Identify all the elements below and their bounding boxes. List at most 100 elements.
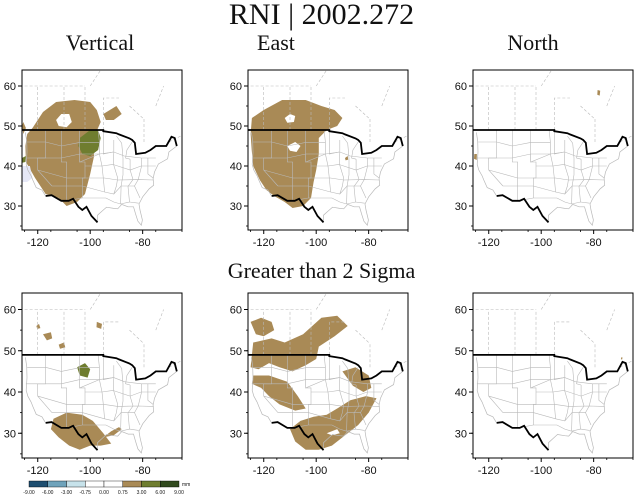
y-tick-label: 50: [230, 346, 242, 358]
state-boundary: [60, 354, 67, 428]
x-tick-label: -100: [305, 465, 327, 477]
state-boundary: [323, 129, 331, 193]
y-tick-label: 30: [230, 201, 242, 213]
province-boundary: [580, 105, 594, 119]
anomaly-region: [78, 130, 101, 156]
province-boundary: [328, 97, 345, 130]
map-panel-north: -120 -100 -80 30 40 50 60: [455, 69, 634, 249]
anomaly-region: [326, 429, 340, 436]
state-boundary: [598, 158, 605, 179]
colorbar-swatch: [103, 480, 123, 488]
map-frame: [472, 292, 634, 459]
x-tick-label: -80: [361, 237, 377, 249]
state-boundary: [323, 354, 331, 419]
map-frame: [21, 292, 183, 459]
state-boundary: [25, 151, 156, 159]
state-boundary: [553, 130, 565, 155]
x-tick-label: -120: [478, 465, 500, 477]
state-boundary: [338, 365, 345, 421]
state-boundary: [536, 390, 607, 397]
us-canada-border: [473, 353, 629, 381]
colorbar-label: 6.00: [155, 490, 165, 496]
state-boundary: [563, 140, 570, 195]
us-canada-border: [473, 129, 629, 156]
column-title-east: East: [257, 30, 295, 55]
y-tick-label: 60: [4, 305, 16, 317]
coastline: [251, 132, 272, 196]
state-boundary: [112, 140, 119, 195]
state-boundary: [567, 135, 575, 159]
x-tick-label: -100: [530, 237, 552, 249]
anomaly-region: [56, 114, 72, 128]
x-tick-label: -100: [305, 237, 327, 249]
province-boundary: [315, 293, 327, 310]
state-boundary: [576, 367, 584, 386]
row2-title: Greater than 2 Sigma: [227, 258, 416, 283]
x-tick-label: -120: [253, 465, 275, 477]
column-title-north: North: [507, 30, 559, 55]
map-panel-vertical-2sigma: -120 -100 -80 30 40 50 60: [4, 292, 183, 477]
state-boundary: [51, 412, 135, 422]
state-boundary: [511, 130, 518, 201]
state-boundary: [97, 354, 105, 419]
colorbar-swatch: [66, 480, 86, 488]
anomaly-region: [22, 122, 26, 134]
y-tick-label: 40: [4, 387, 16, 399]
state-boundary: [60, 130, 67, 201]
colorbar-swatch: [28, 480, 48, 488]
y-tick-label: 60: [4, 81, 16, 93]
anomaly-region: [250, 317, 275, 337]
us-mexico-border: [496, 421, 550, 451]
x-tick-label: -100: [530, 465, 552, 477]
state-boundary: [571, 383, 575, 432]
state-boundary: [286, 130, 293, 201]
anomaly-region: [251, 375, 306, 411]
anomaly-region: [250, 315, 348, 372]
colorbar-label: 0.00: [99, 490, 109, 496]
state-boundary: [598, 383, 605, 405]
map-panel-north-2sigma: -120 -100 -80 30 40 50 60: [455, 292, 634, 477]
y-tick-label: 50: [230, 121, 242, 133]
state-boundary: [476, 377, 607, 385]
province-boundary: [606, 85, 615, 107]
y-tick-label: 60: [230, 81, 242, 93]
state-boundary: [478, 366, 551, 372]
state-boundary: [351, 141, 359, 160]
state-boundary: [530, 153, 551, 163]
state-boundary: [125, 141, 133, 160]
anomaly-region: [43, 332, 53, 341]
y-tick-label: 40: [455, 387, 467, 399]
state-boundary: [97, 129, 105, 193]
state-boundary: [37, 169, 154, 181]
province-boundary: [553, 321, 570, 355]
coastline: [323, 145, 404, 226]
state-boundary: [536, 164, 607, 171]
anomaly-region: [597, 90, 601, 96]
state-boundary: [292, 424, 365, 432]
map-frame: [247, 292, 409, 459]
province-boundary: [129, 329, 143, 343]
coastline: [548, 371, 629, 454]
colorbar-swatch: [85, 480, 105, 488]
map-frame: [21, 69, 183, 231]
province-boundary: [328, 321, 345, 355]
state-boundary: [251, 151, 382, 159]
x-tick-label: -100: [79, 237, 101, 249]
province-boundary: [540, 293, 552, 310]
state-boundary: [116, 360, 124, 384]
coastline: [97, 371, 178, 454]
province-boundary: [89, 293, 101, 310]
x-tick-label: -80: [135, 465, 151, 477]
state-boundary: [27, 141, 100, 147]
state-boundary: [517, 424, 590, 432]
anomaly-region: [345, 156, 349, 161]
column-title-vertical: Vertical: [65, 30, 135, 55]
state-boundary: [563, 365, 570, 421]
province-boundary: [355, 329, 369, 343]
province-boundary: [89, 70, 101, 87]
province-boundary: [553, 97, 570, 130]
state-boundary: [478, 141, 551, 147]
x-tick-label: -120: [253, 237, 275, 249]
y-tick-label: 50: [455, 121, 467, 133]
coastline: [25, 357, 46, 423]
